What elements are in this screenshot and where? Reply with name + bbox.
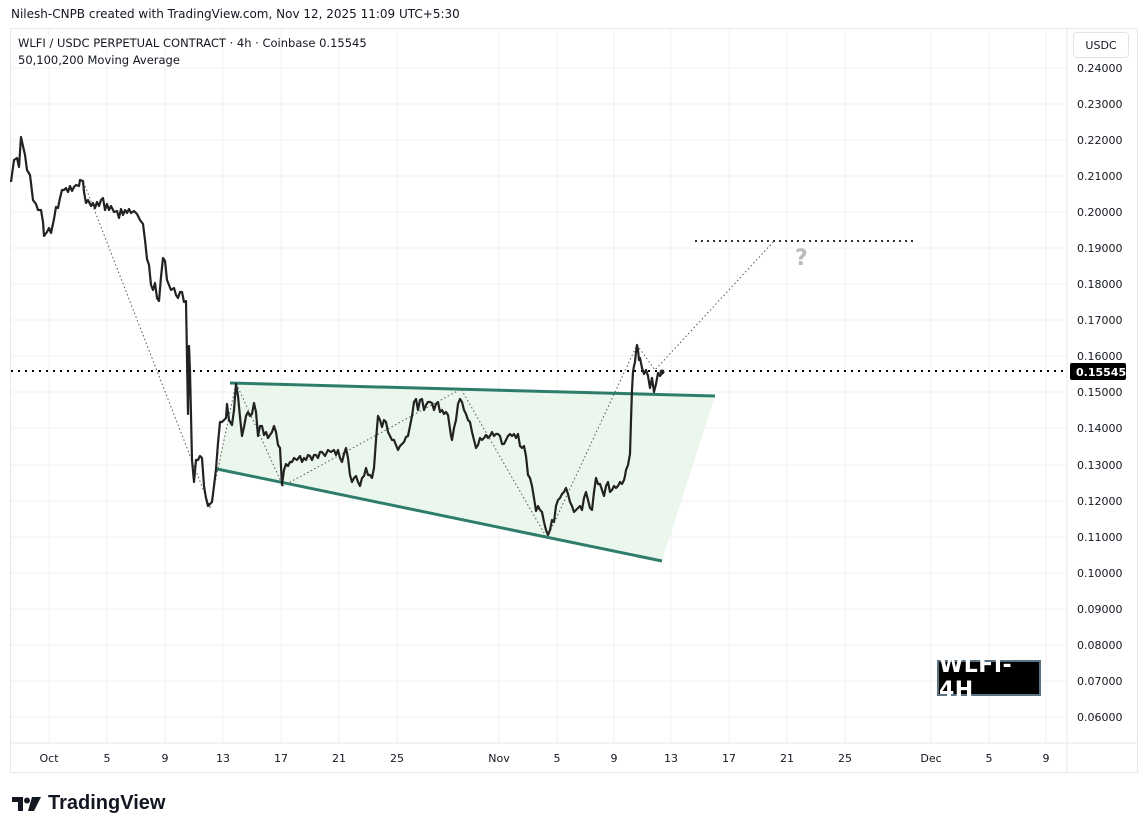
price-tick: 0.22000 [1077,134,1123,147]
time-tick: Dec [920,752,941,765]
price-tick: 0.20000 [1077,206,1123,219]
time-tick: Oct [39,752,59,765]
timeframe-badge: WLFI-4H [937,653,1041,703]
price-tick: 0.08000 [1077,639,1123,652]
grid-vertical [48,29,1047,743]
price-axis-labels: 0.24000 0.23000 0.22000 0.21000 0.20000 … [1077,62,1123,724]
time-tick: 5 [986,752,993,765]
time-tick: 21 [780,752,794,765]
chart-legend[interactable]: WLFI / USDC PERPETUAL CONTRACT · 4h · Co… [18,35,367,69]
time-tick: Nov [488,752,510,765]
time-tick: 17 [722,752,736,765]
time-tick: 5 [104,752,111,765]
price-tick: 0.18000 [1077,278,1123,291]
symbol-info[interactable]: WLFI / USDC PERPETUAL CONTRACT · 4h · Co… [18,36,367,50]
chart-frame[interactable] [10,28,1138,773]
zigzag-pattern-line [84,185,776,540]
tradingview-logo[interactable]: TradingView [12,792,165,815]
time-tick: 25 [390,752,404,765]
price-tick: 0.23000 [1077,98,1123,111]
wedge-upper-trendline [229,381,716,398]
tradingview-logo-icon [12,796,41,811]
currency-button[interactable]: USDC [1073,32,1129,58]
indicator-info[interactable]: 50,100,200 Moving Average [18,53,180,67]
wedge-lower-trendline [216,467,663,563]
tradingview-logo-text: TradingView [48,792,166,814]
time-tick: 5 [554,752,561,765]
chart-credit: Nilesh-CNPB created with TradingView.com… [11,7,460,21]
current-price-tag [1070,363,1126,380]
time-axis-labels: Oct 5 9 13 17 21 25 Nov 5 9 13 17 21 25 … [39,752,1049,765]
price-tick: 0.11000 [1077,531,1123,544]
price-tick: 0.14000 [1077,422,1123,435]
price-tick: 0.21000 [1077,170,1123,183]
price-line [9,135,663,537]
price-tick: 0.07000 [1077,675,1123,688]
time-tick: 9 [1043,752,1050,765]
price-tick: 0.10000 [1077,567,1123,580]
price-tick: 0.19000 [1077,242,1123,255]
time-tick: 13 [216,752,230,765]
falling-wedge-fill [217,383,715,561]
price-tick: 0.09000 [1077,603,1123,616]
time-tick: 25 [838,752,852,765]
price-tick: 0.12000 [1077,495,1123,508]
time-tick: 21 [332,752,346,765]
price-tick: 0.13000 [1077,459,1123,472]
time-tick: 17 [274,752,288,765]
current-price-label: 0.15545 [1076,366,1126,379]
time-tick: 13 [664,752,678,765]
last-price-marker [659,369,665,375]
price-tick: 0.16000 [1077,350,1123,363]
price-tick: 0.15000 [1077,386,1123,399]
time-tick: 9 [611,752,618,765]
question-mark-annotation: ? [795,246,808,271]
time-tick: 9 [162,752,169,765]
price-tick: 0.06000 [1077,711,1123,724]
price-tick: 0.17000 [1077,314,1123,327]
price-tick: 0.24000 [1077,62,1123,75]
